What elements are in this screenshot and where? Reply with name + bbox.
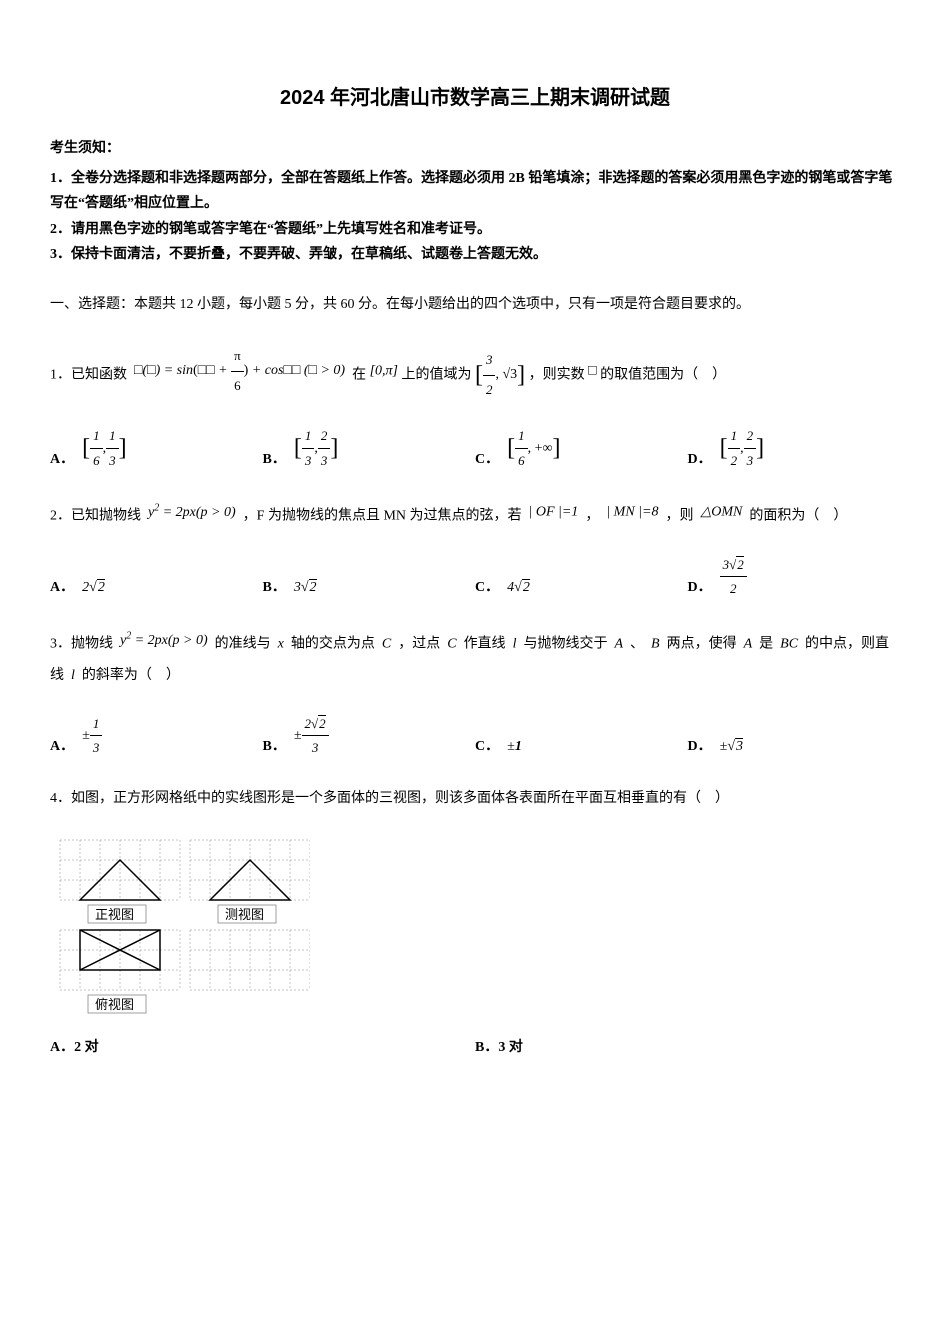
q2-optA-label: A． <box>50 575 74 600</box>
q2-text2: ，F 为抛物线的焦点且 MN 为过焦点的弦，若 <box>243 509 522 524</box>
q3-text9: 是 <box>759 637 773 652</box>
q3-text8: 两点，使得 <box>667 637 737 652</box>
q3-option-d: D． ±√3 <box>688 712 901 760</box>
q1-option-a: A． [16, 13] <box>50 424 263 472</box>
q1-optB-math: [13, 23] <box>294 424 339 472</box>
q2-optC-label: C． <box>475 575 499 600</box>
instructions-block: 考生须知： 1．全卷分选择题和非选择题两部分，全部在答题纸上作答。选择题必须用 … <box>50 136 900 267</box>
q4-option-a: A．2 对 <box>50 1035 475 1060</box>
q3-l1: l <box>509 637 520 652</box>
q1-text4: 的取值范围为（ ） <box>600 367 726 382</box>
instruction-2: 2．请用黑色字迹的钢笔或答字笔在“答题纸”上先填写姓名和准考证号。 <box>50 217 900 242</box>
q3-optA-label: A． <box>50 734 74 759</box>
q2-option-b: B． 3√2 <box>263 553 476 601</box>
q1-optC-label: C． <box>475 447 499 472</box>
q3-optA-math: ±13 <box>82 712 102 760</box>
q1-interval-1: [0,π] <box>370 363 398 378</box>
q1-optD-label: D． <box>688 447 712 472</box>
q1-text2: 上的值域为 <box>401 367 471 382</box>
q1-prefix: 1．已知函数 <box>50 367 127 382</box>
q3-options: A． ±13 B． ±2√23 C． ±1 D． ±√3 <box>50 712 900 760</box>
q2-optD-label: D． <box>688 575 712 600</box>
q3-text7: 、 <box>630 637 644 652</box>
q3-option-b: B． ±2√23 <box>263 712 476 760</box>
q2-option-d: D． 3√22 <box>688 553 901 601</box>
side-view-label: 测视图 <box>225 907 264 922</box>
q2-optC-math: 4√2 <box>507 575 530 600</box>
q2-option-a: A． 2√2 <box>50 553 263 601</box>
q2-text5: 的面积为（ ） <box>749 509 847 524</box>
q3-l2: l <box>68 668 79 683</box>
q2-optD-math: 3√22 <box>720 553 747 601</box>
section-1-title: 一、选择题：本题共 12 小题，每小题 5 分，共 60 分。在每小题给出的四个… <box>50 292 900 317</box>
q3-text6: 与抛物线交于 <box>523 637 607 652</box>
q3-optB-math: ±2√23 <box>294 712 329 760</box>
q3-option-c: C． ±1 <box>475 712 688 760</box>
q3-A: A <box>611 637 627 652</box>
q2-text3: ， <box>585 509 599 524</box>
q3-text11: 的斜率为（ ） <box>82 668 180 683</box>
q2-formula-2: | OF |=1 <box>525 505 582 520</box>
question-1: 1．已知函数 □(□) = sin(□□ + π6) + cos□□ (□ > … <box>50 342 900 404</box>
notice-header: 考生须知： <box>50 136 900 161</box>
q1-optA-math: [16, 13] <box>82 424 127 472</box>
q2-formula-1: y2 = 2px(p > 0) <box>145 505 240 520</box>
q1-param: □ <box>588 363 596 378</box>
q1-options: A． [16, 13] B． [13, 23] C． [16, +∞] D． [… <box>50 424 900 472</box>
q1-optC-math: [16, +∞] <box>507 424 560 472</box>
q3-optC-label: C． <box>475 734 499 759</box>
instruction-1: 1．全卷分选择题和非选择题两部分，全部在答题纸上作答。选择题必须用 2B 铅笔填… <box>50 166 900 216</box>
three-views-figure: 正视图 测视图 俯视图 <box>50 830 900 1020</box>
q3-text4: ，过点 <box>398 637 440 652</box>
q4-text: 4．如图，正方形网格纸中的实线图形是一个多面体的三视图，则该多面体各表面所在平面… <box>50 791 729 806</box>
question-4: 4．如图，正方形网格纸中的实线图形是一个多面体的三视图，则该多面体各表面所在平面… <box>50 784 900 815</box>
instruction-3: 3．保持卡面清洁，不要折叠，不要弄破、弄皱，在草稿纸、试题卷上答题无效。 <box>50 242 900 267</box>
front-view-label: 正视图 <box>95 907 134 922</box>
q2-optB-math: 3√2 <box>294 575 317 600</box>
q3-C1: C <box>378 637 394 652</box>
q2-text4: ，则 <box>665 509 693 524</box>
question-3: 3．抛物线 y2 = 2px(p > 0) 的准线与 x 轴的交点为点 C ，过… <box>50 625 900 691</box>
q3-formula-1: y2 = 2px(p > 0) <box>117 633 212 648</box>
q4-optB-label: B．3 对 <box>475 1035 523 1060</box>
q3-text5: 作直线 <box>464 637 506 652</box>
q1-option-c: C． [16, +∞] <box>475 424 688 472</box>
page-title: 2024 年河北唐山市数学高三上期末调研试题 <box>50 80 900 116</box>
question-2: 2．已知抛物线 y2 = 2px(p > 0) ，F 为抛物线的焦点且 MN 为… <box>50 497 900 532</box>
q1-optD-math: [12, 23] <box>720 424 765 472</box>
q4-optA-label: A．2 对 <box>50 1035 99 1060</box>
q3-A2: A <box>740 637 756 652</box>
q1-interval-2: [32, √3] <box>475 346 525 404</box>
q3-C2: C <box>444 637 460 652</box>
q3-BC: BC <box>777 637 802 652</box>
q2-formula-3: | MN |=8 <box>603 505 662 520</box>
q3-x: x <box>274 637 287 652</box>
q3-text1: 3．抛物线 <box>50 637 113 652</box>
q1-option-b: B． [13, 23] <box>263 424 476 472</box>
q3-optC-math: ±1 <box>507 734 522 759</box>
q2-text1: 2．已知抛物线 <box>50 509 141 524</box>
q2-optB-label: B． <box>263 575 286 600</box>
q2-options: A． 2√2 B． 3√2 C． 4√2 D． 3√22 <box>50 553 900 601</box>
q1-optB-label: B． <box>263 447 286 472</box>
q3-B: B <box>648 637 664 652</box>
q3-option-a: A． ±13 <box>50 712 263 760</box>
q3-text3: 轴的交点为点 <box>291 637 375 652</box>
q3-optB-label: B． <box>263 734 286 759</box>
q2-formula-4: △OMN <box>697 505 746 520</box>
q1-text3: ，则实数 <box>529 367 585 382</box>
q3-text2: 的准线与 <box>215 637 271 652</box>
q3-optD-math: ±√3 <box>720 734 743 759</box>
q4-options: A．2 对 B．3 对 <box>50 1035 900 1060</box>
q2-option-c: C． 4√2 <box>475 553 688 601</box>
q4-option-b: B．3 对 <box>475 1035 900 1060</box>
top-view-label: 俯视图 <box>95 997 134 1012</box>
q3-optD-label: D． <box>688 734 712 759</box>
q1-text1: 在 <box>352 367 366 382</box>
q1-optA-label: A． <box>50 447 74 472</box>
q1-option-d: D． [12, 23] <box>688 424 901 472</box>
q2-optA-math: 2√2 <box>82 575 105 600</box>
q1-formula-1: □(□) = sin(□□ + π6) + cos□□ (□ > 0) <box>131 363 353 378</box>
